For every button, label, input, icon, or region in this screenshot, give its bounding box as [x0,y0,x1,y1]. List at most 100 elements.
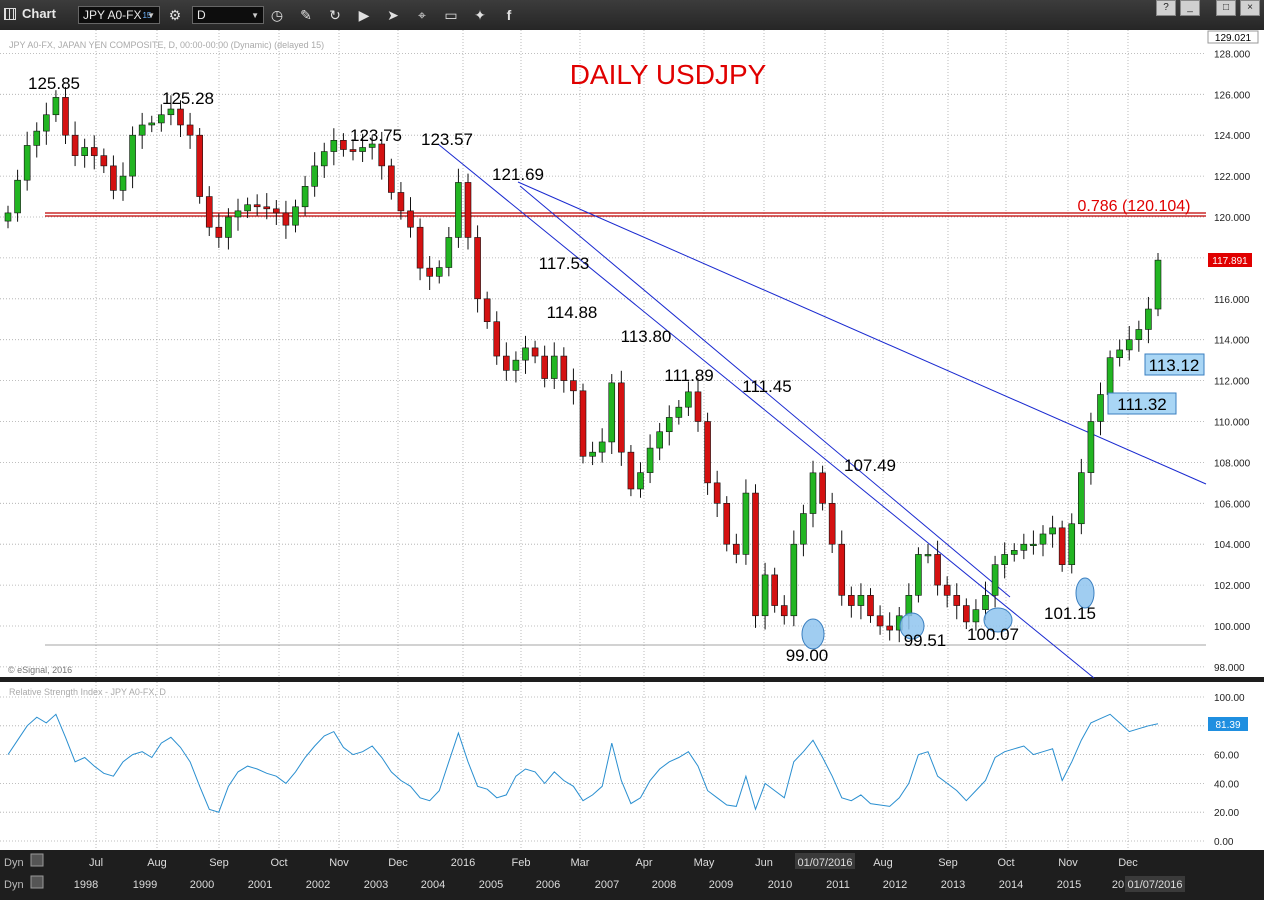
candle-body [1106,357,1114,395]
candle-body [550,355,558,379]
trendline-lower[interactable] [519,185,1011,598]
symbol-selector[interactable]: JPY A0-FX 15 ▼ [78,6,160,24]
tag-icon[interactable]: ⌖ [418,7,426,23]
rsi-last-box [1208,717,1248,731]
dyn-toggle-icon[interactable] [30,853,44,867]
candle-body [560,355,568,381]
candle-body [330,140,338,152]
price-tick-label: 114.000 [1214,336,1250,347]
dyn-toggle-year-icon[interactable] [30,875,44,889]
play-icon[interactable]: ▶ [358,7,370,23]
year-tick-label: 01/07/2016 [1127,879,1182,891]
high-label: 125.28 [162,89,214,108]
month-tick-label: Feb [512,857,531,869]
candle-body [1135,329,1143,341]
toolbar: Chart JPY A0-FX 15 ▼ ⚙ D ▼ ◷ ✎ ↻ ▶ ➤ ⌖ ▭ … [0,0,1264,31]
year-tick-label: 2004 [421,879,445,891]
minimize-button[interactable]: _ [1180,0,1200,16]
month-axis-bg [0,850,1264,870]
year-tick-label: 1998 [74,879,98,891]
candle-body [1087,421,1095,473]
redo-icon[interactable]: ↻ [329,7,341,23]
candle-body [953,595,961,606]
candle-body [608,382,616,443]
candle-body [848,595,855,606]
candle-body [368,143,376,148]
year-tick-label: 2001 [248,879,272,891]
candle-body [205,196,213,228]
year-tick-label: 2015 [1057,879,1081,891]
low-marker-99-51 [899,612,925,640]
candle-body [388,165,395,193]
rsi-tick-label: 0.00 [1214,837,1234,848]
price-tick-label: 108.000 [1214,458,1251,469]
price-panel-header: JPY A0-FX, JAPAN YEN COMPOSITE, D, 00:00… [9,40,324,50]
candle-body [445,237,453,268]
price-tick-label: 128.000 [1214,49,1251,60]
year-tick-label: 2008 [652,879,676,891]
candle-body [349,149,357,152]
candle-body [273,208,280,214]
price-tick-label: 110.000 [1214,418,1250,429]
clock-icon[interactable]: ◷ [270,7,284,23]
app-title: Chart [4,6,56,21]
comment-icon[interactable]: ▭ [444,7,458,23]
month-tick-label: 01/07/2016 [797,857,852,869]
candle-body [426,267,433,277]
month-tick-label: Aug [873,857,893,869]
candle-body [656,431,663,449]
candle-body [598,441,606,453]
year-tick-label: 2009 [709,879,733,891]
chart-canvas[interactable]: Jul Aug Sep Oct Nov Dec 2016 Feb Mar Apr May Jun 01/… [0,30,1264,895]
year-tick-label: 2005 [479,879,503,891]
pencil-icon[interactable]: ✎ [300,7,312,23]
year-tick-label: 2010 [768,879,792,891]
low-marker-100-07 [983,607,1013,633]
candle-body [138,124,146,136]
year-tick-label: 2013 [941,879,965,891]
top-value-box [1207,30,1259,44]
candle-body [14,179,21,214]
candle-body [1154,259,1162,310]
cursor-date-box [795,853,855,869]
support-box-113-12 [1144,353,1205,376]
candle-body [378,143,386,167]
chevron-down-icon: ▼ [147,10,155,20]
price-tick-label: 126.000 [1214,90,1251,101]
close-button[interactable]: × [1240,0,1260,16]
year-tick-label: 1999 [133,879,157,891]
candle-body [819,472,826,504]
candle-body [1145,308,1152,330]
candle-body [761,574,769,617]
candle-body [665,417,673,433]
candle-body [522,347,529,361]
trendline-upper[interactable] [437,143,1095,679]
twitter-icon[interactable]: ✦ [474,7,486,23]
rsi-last-label: 81.39 [1215,720,1240,731]
candle-body [301,186,309,208]
price-tick-label: 104.000 [1214,540,1251,551]
candle-body [675,406,683,418]
candle-body [503,355,510,371]
candle-body [991,564,999,596]
candle-body [4,212,12,222]
low-label: 101.15 [1044,604,1096,623]
help-button[interactable]: ? [1156,0,1176,16]
settings-gear-icon[interactable]: ⚙ [168,7,182,23]
candle-body [196,134,203,197]
candle-body [234,210,242,218]
facebook-icon[interactable]: f [506,7,512,23]
interval-selector[interactable]: D ▼ [192,6,264,24]
candle-body [646,447,654,473]
price-tick-label: 100.000 [1214,622,1251,633]
candle-body [685,391,692,408]
year-tick-label: 2002 [306,879,330,891]
candle-body [637,472,644,490]
month-axis: Jul Aug Sep Oct Nov Dec 2016 Feb Mar Apr May Jun 01/… [89,853,1138,869]
low-marker-101-15 [1075,577,1095,609]
month-tick-label: Apr [635,857,652,869]
symbol-text: JPY A0-FX [83,8,142,22]
maximize-button[interactable]: □ [1216,0,1236,16]
cursor-icon[interactable]: ➤ [387,7,399,23]
low-label: 99.51 [904,631,947,650]
